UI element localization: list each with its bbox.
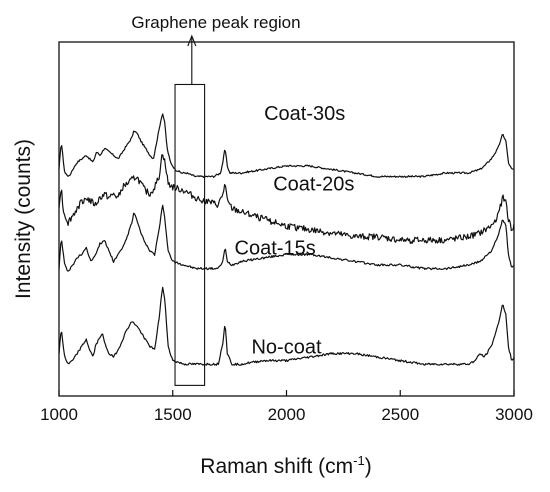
y-axis-title: Intensity (counts) <box>12 139 35 299</box>
series-line-coat-15s <box>58 204 515 272</box>
graphene-region-box <box>174 83 206 386</box>
series-line-coat-20s <box>58 154 515 244</box>
series-line-coat-30s <box>58 113 515 178</box>
x-axis-ticks: 1000 1500 2000 2500 3000 <box>40 390 533 424</box>
series-lines <box>58 113 515 366</box>
series-label-no-coat: No-coat <box>251 336 321 358</box>
series-labels: Coat-30s Coat-20s Coat-15s No-coat <box>235 103 355 359</box>
series-label-coat-30s: Coat-30s <box>264 103 345 125</box>
x-tick-label-2000: 2000 <box>268 405 306 424</box>
series-label-coat-20s: Coat-20s <box>273 174 354 196</box>
x-tick-label-1500: 1500 <box>154 405 192 424</box>
annotation-text: Graphene peak region <box>131 13 300 32</box>
x-tick-label-2500: 2500 <box>381 405 419 424</box>
series-line-no-coat <box>58 286 515 366</box>
x-tick-label-1000: 1000 <box>40 405 78 424</box>
x-axis-title: Raman shift (cm-1) <box>200 453 371 478</box>
annotation-arrow-head <box>187 34 197 47</box>
graphene-annotation: Graphene peak region <box>131 13 301 386</box>
series-label-coat-15s: Coat-15s <box>235 237 316 259</box>
x-tick-label-3000: 3000 <box>495 405 533 424</box>
